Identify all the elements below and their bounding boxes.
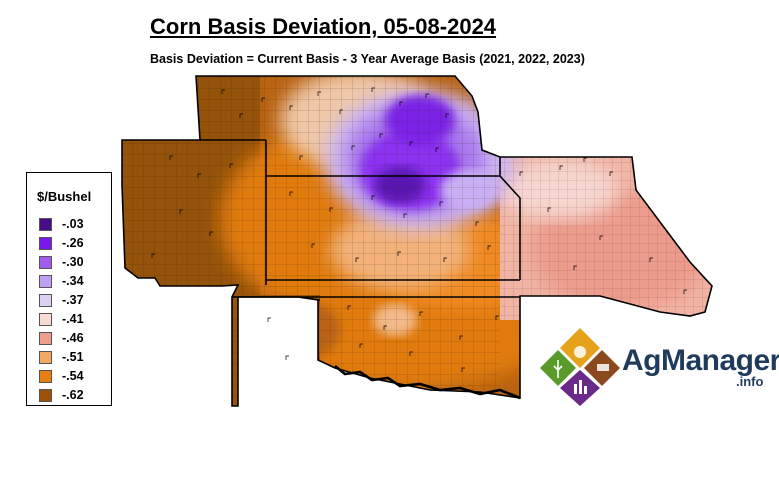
legend-swatch	[39, 312, 52, 326]
state-borders	[121, 75, 713, 407]
legend-item: -.30	[39, 253, 84, 271]
legend-item: -.34	[39, 272, 84, 290]
legend-swatch	[39, 255, 52, 269]
legend-item: -.37	[39, 291, 84, 309]
legend-label: -.62	[62, 388, 84, 402]
legend-label: -.41	[62, 312, 84, 326]
legend-label: -.37	[62, 293, 84, 307]
legend-item: -.54	[39, 367, 84, 385]
legend-title: $/Bushel	[37, 189, 92, 204]
legend-item: -.26	[39, 234, 84, 252]
agmanager-logo: AgManager .info	[540, 326, 779, 408]
legend: $/Bushel -.03 -.26 -.30 -.34 -.37 -.41 -.46 -.5…	[26, 172, 112, 406]
legend-label: -.30	[62, 255, 84, 269]
legend-label: -.46	[62, 331, 84, 345]
legend-item: -.51	[39, 348, 84, 366]
legend-label: -.34	[62, 274, 84, 288]
legend-swatch	[39, 369, 52, 383]
legend-label: -.54	[62, 369, 84, 383]
logo-suffix: .info	[736, 374, 764, 389]
legend-label: -.51	[62, 350, 84, 364]
legend-swatch	[39, 274, 52, 288]
legend-item: -.03	[39, 215, 84, 233]
station-markers	[151, 87, 687, 372]
legend-item: -.41	[39, 310, 84, 328]
legend-label: -.03	[62, 217, 84, 231]
map-subtitle: Basis Deviation = Current Basis - 3 Year…	[150, 52, 585, 66]
legend-swatch	[39, 293, 52, 307]
legend-label: -.26	[62, 236, 84, 250]
agmanager-emblem-icon	[540, 328, 620, 406]
legend-item: -.46	[39, 329, 84, 347]
legend-item: -.62	[39, 386, 84, 404]
legend-swatch	[39, 236, 52, 250]
map-title: Corn Basis Deviation, 05-08-2024	[150, 14, 497, 39]
red-river-border	[334, 364, 521, 400]
logo-name: AgManager	[622, 344, 779, 377]
legend-swatch	[39, 388, 52, 402]
legend-swatch	[39, 331, 52, 345]
legend-swatch	[39, 350, 52, 364]
legend-swatch	[39, 217, 52, 231]
